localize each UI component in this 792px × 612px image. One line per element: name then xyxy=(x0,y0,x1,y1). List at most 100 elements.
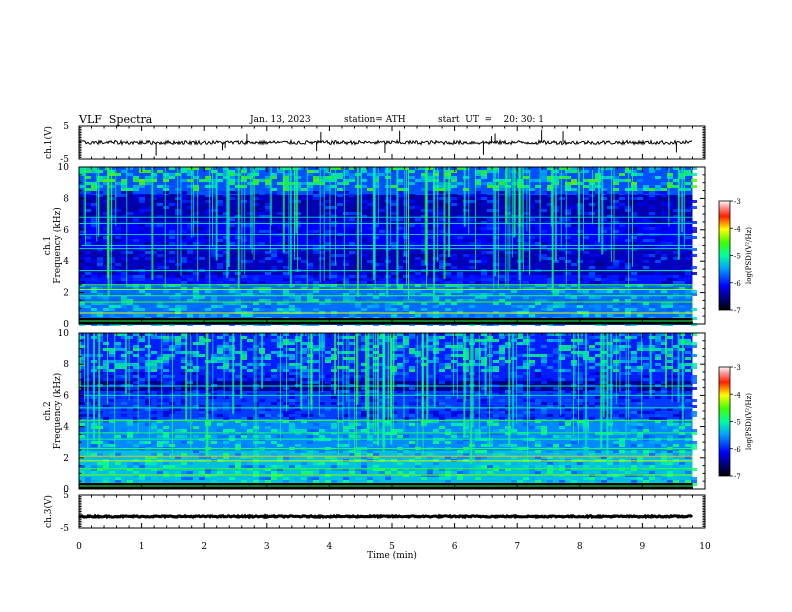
spectrogram-cell xyxy=(373,203,379,206)
spectrogram-cell xyxy=(127,393,133,396)
spectrogram-cell xyxy=(283,224,289,227)
spectrogram-cell xyxy=(373,263,379,266)
spectrogram-cell xyxy=(493,390,499,393)
spectrogram-cell xyxy=(85,188,91,191)
spectrogram-cell xyxy=(91,272,97,275)
spectrogram-cell xyxy=(481,287,487,290)
spectrogram-cell xyxy=(331,176,337,179)
spectrogram-cell xyxy=(379,308,385,311)
spectrogram-cell xyxy=(673,167,679,170)
spectrogram-cell xyxy=(631,206,637,209)
spectrogram-cell xyxy=(631,242,637,245)
spectrogram-cell xyxy=(247,203,253,206)
spectrogram-cell xyxy=(607,194,613,197)
spectrogram-cell xyxy=(631,263,637,266)
spectrogram-cell xyxy=(469,272,475,275)
spectrogram-cell xyxy=(307,266,313,269)
spectrogram-cell xyxy=(397,167,403,170)
spectrogram-cell xyxy=(397,393,403,396)
spectrogram-cell xyxy=(487,227,493,230)
spectrogram-cell xyxy=(241,417,247,420)
spectrogram-cell xyxy=(469,281,475,284)
spectrogram-cell xyxy=(349,176,355,179)
spectrogram-cell xyxy=(595,173,601,176)
spectrogram-cell xyxy=(433,474,439,477)
spectrogram-cell xyxy=(637,188,643,191)
spectrogram-cell xyxy=(247,254,253,257)
spectrogram-cell xyxy=(205,242,211,245)
spectrogram-cell xyxy=(151,179,157,182)
spectrogram-cell xyxy=(235,450,241,453)
spectrogram-cell xyxy=(319,402,325,405)
spectrogram-cell xyxy=(559,390,565,393)
spectrogram-cell xyxy=(457,336,463,339)
spectrogram-cell xyxy=(463,420,469,423)
spectrogram-cell xyxy=(259,215,265,218)
spectrogram-cell xyxy=(589,212,595,215)
spectrogram-cell xyxy=(379,354,385,357)
spectrogram-cell xyxy=(223,167,229,170)
spectrogram-cell xyxy=(91,203,97,206)
spectrogram-cell xyxy=(241,197,247,200)
spectrogram-cell xyxy=(121,209,127,212)
spectrogram-cell xyxy=(205,266,211,269)
spectrogram-cell xyxy=(265,230,271,233)
spectrogram-cell xyxy=(109,260,115,263)
spectrogram-row xyxy=(79,429,693,431)
spectrogram-cell xyxy=(691,444,697,447)
spectrogram-cell xyxy=(475,239,481,242)
spectrogram-cell xyxy=(691,411,697,414)
spectrogram-cell xyxy=(337,417,343,420)
spectrogram-cell xyxy=(229,245,235,248)
spectrogram-row xyxy=(79,273,693,275)
spectrogram-cell xyxy=(661,369,667,372)
spectrogram-row xyxy=(79,457,693,459)
spectrogram-cell xyxy=(493,360,499,363)
spectrogram-cell xyxy=(529,477,535,480)
spectrogram-cell xyxy=(553,387,559,390)
spectrogram-row xyxy=(79,315,693,317)
spectrogram-cell xyxy=(607,342,613,345)
spectrogram-cell xyxy=(79,414,85,417)
spectrogram-cell xyxy=(427,411,433,414)
spectrogram-cell xyxy=(625,308,631,311)
spectrogram-cell xyxy=(631,480,637,483)
spectrogram-cell xyxy=(361,465,367,468)
spectrogram-cell xyxy=(271,290,277,293)
spectrogram-cell xyxy=(451,408,457,411)
spectrogram-cell xyxy=(187,260,193,263)
spectrogram-cell xyxy=(625,194,631,197)
spectrogram-cell xyxy=(595,224,601,227)
spectrogram-row xyxy=(79,439,693,441)
spectrogram-cell xyxy=(499,257,505,260)
spectrogram-cell xyxy=(391,429,397,432)
spectrogram-cell xyxy=(619,429,625,432)
spectrogram-cell xyxy=(235,411,241,414)
spectrogram-cell xyxy=(547,248,553,251)
spectrogram-cell xyxy=(595,336,601,339)
spectrogram-cell xyxy=(307,185,313,188)
spectrogram-cell xyxy=(187,441,193,444)
spectrogram-cell xyxy=(163,384,169,387)
spectrogram-cell xyxy=(289,429,295,432)
spectrogram-cell xyxy=(103,366,109,369)
spectrogram-cell xyxy=(199,378,205,381)
spectrogram-cell xyxy=(637,167,643,170)
spectrogram-cell xyxy=(247,215,253,218)
spectrogram-cell xyxy=(481,444,487,447)
spectrogram-cell xyxy=(289,173,295,176)
spectrogram-cell xyxy=(667,390,673,393)
spectrogram-cell xyxy=(475,314,481,317)
spectrogram-cell xyxy=(421,308,427,311)
spectrogram-cell xyxy=(619,293,625,296)
spectrogram-cell xyxy=(361,429,367,432)
spectrogram-cell xyxy=(403,405,409,408)
spectrogram-cell xyxy=(535,203,541,206)
spectrogram-cell xyxy=(499,354,505,357)
spectrogram-cell xyxy=(151,462,157,465)
spectrogram-cell xyxy=(619,357,625,360)
spectrogram-cell xyxy=(649,345,655,348)
spectrogram-cell xyxy=(625,170,631,173)
spectrogram-cell xyxy=(439,396,445,399)
spectrogram-cell xyxy=(505,411,511,414)
